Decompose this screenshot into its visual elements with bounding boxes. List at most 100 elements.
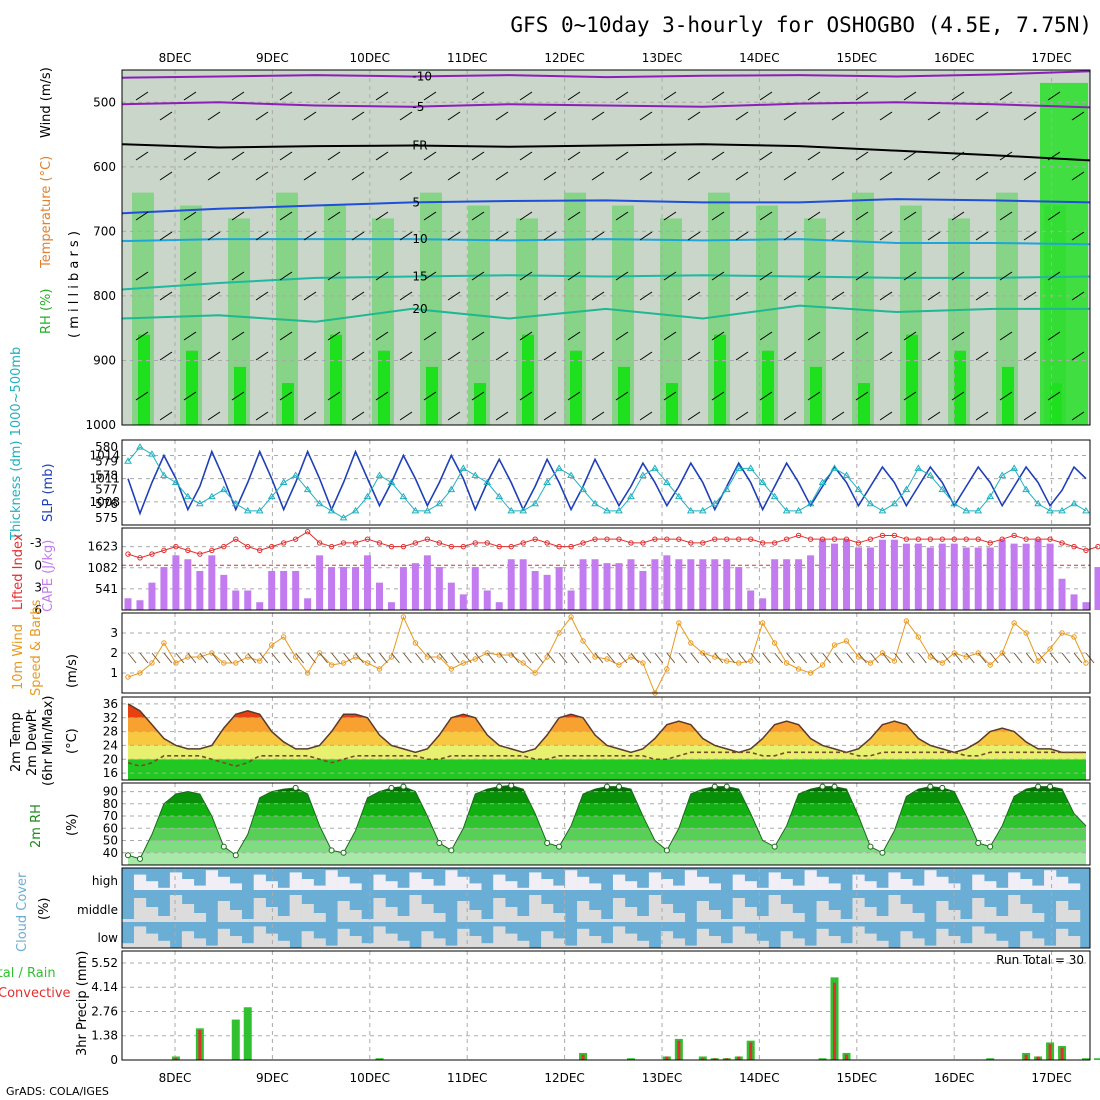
cape-bar xyxy=(196,570,204,610)
wind-barb xyxy=(999,211,1013,221)
wind-barb-surface xyxy=(846,652,855,664)
rh-marker xyxy=(771,843,778,850)
li-marker xyxy=(400,543,407,550)
cape-bar xyxy=(471,567,479,610)
wind-barb xyxy=(1023,291,1037,301)
cloud-cell xyxy=(864,881,877,890)
wind-barb xyxy=(807,91,821,101)
wind-speed-marker xyxy=(316,650,323,656)
wind-barb xyxy=(447,231,461,241)
thickness-marker xyxy=(423,506,432,514)
cloud-cell xyxy=(708,910,721,922)
cape-tick: 1623 xyxy=(87,540,118,554)
wind-barb xyxy=(567,331,581,341)
precip-convective-bar xyxy=(833,982,837,1060)
cloud-cell xyxy=(433,938,446,948)
wind-speed-marker xyxy=(568,614,574,620)
cloud-cell xyxy=(768,895,781,922)
thickness-marker xyxy=(914,464,923,471)
wind-barb-surface xyxy=(175,652,185,664)
wind-barb-surface xyxy=(223,652,233,664)
thickness-marker xyxy=(136,443,144,450)
cloud-cell xyxy=(445,870,458,890)
wind-barb xyxy=(375,91,389,101)
li-marker xyxy=(891,532,898,539)
thickness-marker xyxy=(267,492,276,500)
wind-barb xyxy=(951,211,965,221)
cloud-cell xyxy=(696,928,709,948)
cape-bar xyxy=(567,590,575,610)
li-marker xyxy=(556,543,562,550)
cape-bar xyxy=(148,582,156,610)
wind-barb xyxy=(327,271,341,281)
wind-speed-marker xyxy=(125,674,131,680)
cloud-cell xyxy=(421,879,434,890)
rh-band xyxy=(128,803,1086,817)
rh-saturated-column xyxy=(570,350,582,425)
rh-marker xyxy=(987,843,994,850)
rh-marker xyxy=(328,847,335,854)
cloud-cell xyxy=(684,945,698,948)
pressure-tick: 700 xyxy=(93,224,116,238)
wind-barb xyxy=(471,271,485,281)
cloud-cell xyxy=(469,910,482,922)
wind-barb-surface xyxy=(810,652,819,664)
cloud-row-middle: middle xyxy=(77,903,118,917)
thickness-marker xyxy=(183,492,192,500)
thickness-marker xyxy=(878,506,887,514)
cape-bar xyxy=(208,555,216,610)
wind-speed-marker xyxy=(304,670,311,676)
wind-barb xyxy=(447,171,461,181)
thickness-marker xyxy=(555,464,563,471)
wind-speed-marker xyxy=(137,670,143,676)
wind-barb-surface xyxy=(594,652,604,664)
wind-barb xyxy=(831,111,845,121)
cloud-cell xyxy=(732,926,745,948)
wind-barb xyxy=(639,291,653,301)
cape-bar xyxy=(352,567,360,610)
cloud-cell xyxy=(553,885,566,890)
cloud-cell xyxy=(648,872,662,890)
temp-band xyxy=(128,759,1086,780)
wind-barb xyxy=(639,351,653,361)
rh-moist-column xyxy=(276,192,298,425)
wind-speed-marker xyxy=(388,654,395,660)
wind-barb xyxy=(327,331,341,341)
slp-tick: 1008 xyxy=(89,495,120,509)
rh-marker xyxy=(975,839,982,846)
thickness-marker xyxy=(854,485,863,493)
rh-marker xyxy=(939,784,946,791)
wind-barb xyxy=(327,91,341,101)
li-marker xyxy=(748,536,754,542)
cape-bar xyxy=(1022,543,1030,610)
thickness-marker xyxy=(387,478,396,485)
wind-barb xyxy=(903,91,917,101)
wind-barb xyxy=(543,171,557,181)
rh-tick: 70 xyxy=(103,809,118,823)
wind-barb xyxy=(807,151,821,161)
thickness-marker xyxy=(447,485,456,493)
day-label-top: 12DEC xyxy=(544,51,584,65)
wind-barb-surface xyxy=(522,652,532,664)
rh-marker xyxy=(879,849,886,856)
upper-air-frame xyxy=(121,69,1091,426)
cloud-cell xyxy=(421,904,434,922)
cape-tick: 1082 xyxy=(87,561,118,575)
thickness-marker xyxy=(974,506,983,514)
wind-barb xyxy=(231,151,245,161)
cape-bar xyxy=(435,567,443,610)
li-marker xyxy=(580,540,586,546)
cloud-cell xyxy=(122,919,135,922)
upper-ylabel-wind: Wind (m/s) xyxy=(39,67,54,138)
wind-barb-surface xyxy=(1037,652,1047,664)
cape-bar xyxy=(890,539,898,610)
thickness-marker xyxy=(806,499,815,507)
wind-barb xyxy=(255,351,269,361)
wind-barb xyxy=(279,331,293,341)
cloud-cell xyxy=(1056,876,1069,890)
cloud-cell xyxy=(840,943,853,948)
wind-barb xyxy=(663,211,677,221)
wind-speed-marker xyxy=(328,662,335,668)
li-marker xyxy=(664,536,670,542)
rh-saturated-column xyxy=(666,383,678,425)
